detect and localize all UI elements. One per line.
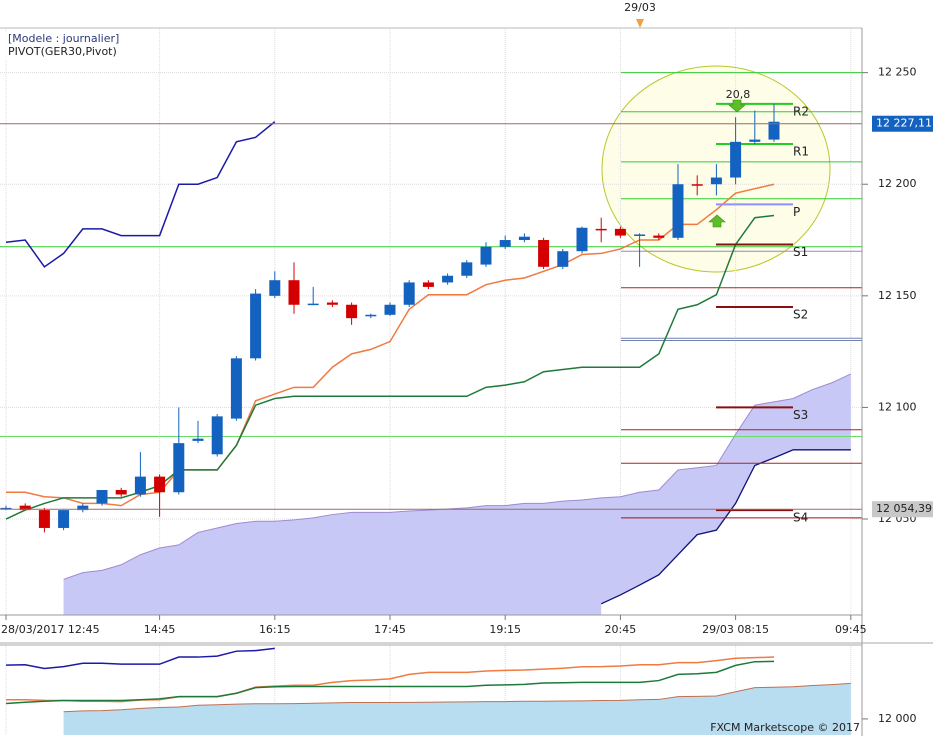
- day-marker: 29/03: [624, 1, 656, 14]
- candle-body: [326, 302, 338, 305]
- candle-body: [211, 416, 223, 455]
- y-tick-label: 12 250: [878, 66, 917, 79]
- x-tick-label: 14:45: [144, 623, 176, 636]
- candle-body: [653, 235, 665, 238]
- cloud-upper-line: [63, 373, 852, 580]
- annotation: 20,8: [726, 88, 751, 101]
- candle-body: [0, 507, 12, 510]
- x-tick-label: 28/03/2017 12:45: [1, 623, 100, 636]
- cloud-lower-mask: [601, 449, 851, 615]
- x-tick-label: 20:45: [605, 623, 637, 636]
- x-tick-label: 16:15: [259, 623, 291, 636]
- candle-body: [38, 510, 50, 528]
- candle-body: [154, 476, 166, 493]
- candle-body: [96, 490, 108, 504]
- candle-body: [595, 228, 607, 231]
- candle-body: [691, 184, 703, 186]
- pivot-label: R2: [793, 104, 809, 118]
- candle-body: [557, 251, 569, 267]
- cloud-upper-line: [63, 682, 851, 713]
- candle-body: [672, 184, 684, 238]
- candle-body: [77, 505, 89, 511]
- pivot-label: R1: [793, 145, 809, 159]
- y-tick-label: 12 000: [878, 712, 917, 725]
- candle-body: [173, 443, 185, 493]
- candle-body: [518, 236, 530, 241]
- candle-body: [749, 139, 761, 142]
- candle-body: [58, 510, 70, 528]
- overview-pane: [5, 645, 852, 735]
- indicator-line: [5, 647, 275, 670]
- main-pane: [0, 28, 862, 615]
- candle-body: [192, 438, 204, 441]
- candle-body: [422, 282, 434, 287]
- pivot-label: S4: [793, 511, 808, 525]
- price-box: [872, 115, 933, 132]
- candle-body: [250, 293, 262, 359]
- candle-body: [538, 240, 550, 267]
- cloud-area: [63, 373, 851, 615]
- label-box: [5, 31, 129, 59]
- candle-body: [499, 240, 511, 247]
- candle-body: [346, 304, 358, 319]
- candle-body: [19, 505, 31, 511]
- pivot-label: S1: [793, 245, 808, 259]
- candle-body: [730, 141, 742, 178]
- candle-body: [403, 282, 415, 305]
- candle-body: [480, 246, 492, 265]
- candle-body: [442, 275, 454, 283]
- x-tick-label: 17:45: [374, 623, 406, 636]
- price-label: 12 227,11: [876, 117, 932, 130]
- candle-body: [115, 490, 127, 495]
- indicator-line: [6, 183, 775, 507]
- y-tick-label: 12 200: [878, 177, 917, 190]
- y-tick-label: 12 100: [878, 400, 917, 413]
- pivot-label: S3: [793, 408, 808, 422]
- indicator-line: [5, 660, 775, 705]
- candle-body: [710, 177, 722, 185]
- candle-body: [307, 303, 319, 306]
- pivot-label: S2: [793, 307, 808, 321]
- pivot-label: P: [793, 205, 800, 219]
- candle-body: [461, 262, 473, 276]
- candle-body: [768, 121, 780, 140]
- x-tick-label: 29/03 08:15: [702, 623, 769, 636]
- indicator-line: [5, 121, 276, 268]
- day-marker-arrow: [636, 19, 644, 28]
- signal-arrow-up: [708, 214, 726, 228]
- candle-body: [269, 280, 281, 296]
- candle-body: [614, 228, 626, 236]
- model-label: [Modele : journalier]: [8, 32, 119, 45]
- candle-body: [134, 476, 146, 495]
- cloud-area: [63, 683, 851, 735]
- candle-body: [576, 227, 588, 252]
- price-label: 12 054,39: [876, 502, 932, 515]
- x-tick-label: 09:45: [835, 623, 867, 636]
- indicator-label: PIVOT(GER30,Pivot): [8, 45, 117, 58]
- indicator-line: [5, 214, 775, 520]
- cloud-lower-line: [600, 449, 851, 605]
- candle-body: [288, 280, 300, 305]
- footer: FXCM Marketscope © 2017: [710, 721, 860, 734]
- x-tick-label: 19:15: [489, 623, 521, 636]
- price-box: [872, 501, 933, 518]
- signal-arrow-down: [728, 99, 746, 113]
- candle-body: [365, 314, 377, 317]
- y-tick-label: 12 150: [878, 289, 917, 302]
- candle-body: [634, 234, 646, 236]
- candle-body: [384, 304, 396, 315]
- candle-body: [230, 358, 242, 419]
